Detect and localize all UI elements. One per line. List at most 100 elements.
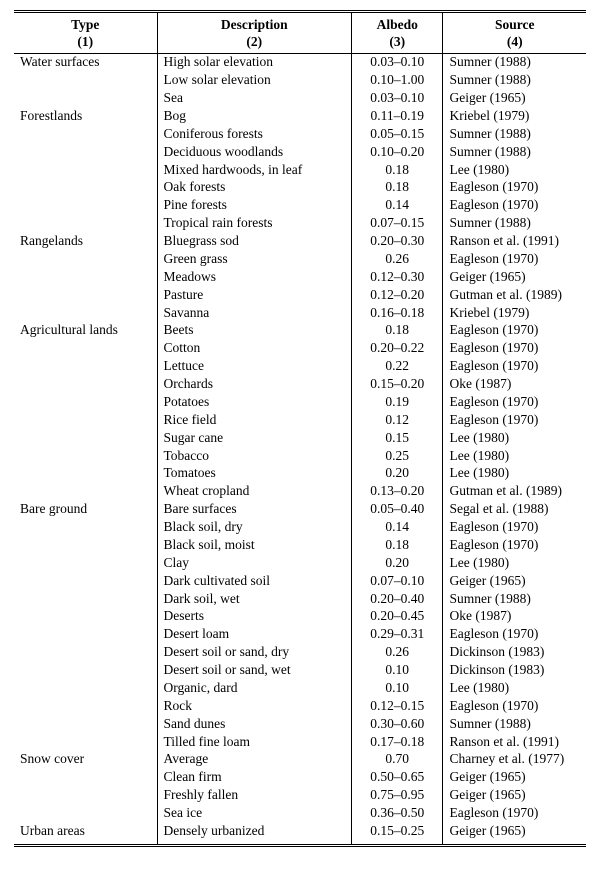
col-header-description: Description (2) [157, 12, 351, 54]
table-row: Cotton0.20–0.22Eagleson (1970) [14, 340, 586, 358]
cell-description: Clean firm [157, 769, 351, 787]
cell-albedo: 0.14 [351, 519, 443, 537]
cell-source: Oke (1987) [443, 376, 586, 394]
cell-type: Urban areas [14, 822, 157, 845]
cell-albedo: 0.25 [351, 447, 443, 465]
cell-source: Eagleson (1970) [443, 411, 586, 429]
table-row: Mixed hardwoods, in leaf0.18Lee (1980) [14, 161, 586, 179]
cell-albedo: 0.20–0.40 [351, 590, 443, 608]
cell-type [14, 358, 157, 376]
cell-type [14, 465, 157, 483]
cell-type [14, 161, 157, 179]
cell-description: Clay [157, 554, 351, 572]
col-header-albedo: Albedo (3) [351, 12, 443, 54]
table-row: Clean firm0.50–0.65Geiger (1965) [14, 769, 586, 787]
table-row: Urban areasDensely urbanized0.15–0.25Gei… [14, 822, 586, 845]
cell-type [14, 72, 157, 90]
table-header: Type (1) Description (2) Albedo (3) Sour… [14, 12, 586, 54]
cell-source: Eagleson (1970) [443, 322, 586, 340]
table-row: Pine forests0.14Eagleson (1970) [14, 197, 586, 215]
cell-albedo: 0.18 [351, 179, 443, 197]
cell-description: Meadows [157, 268, 351, 286]
cell-source: Eagleson (1970) [443, 805, 586, 823]
cell-source: Lee (1980) [443, 679, 586, 697]
cell-albedo: 0.18 [351, 161, 443, 179]
cell-type [14, 536, 157, 554]
table-row: Tropical rain forests0.07–0.15Sumner (19… [14, 215, 586, 233]
cell-type [14, 554, 157, 572]
cell-description: Bluegrass sod [157, 233, 351, 251]
cell-type [14, 662, 157, 680]
cell-description: Dark cultivated soil [157, 572, 351, 590]
table-row: Sand dunes0.30–0.60Sumner (1988) [14, 715, 586, 733]
cell-description: Sea [157, 90, 351, 108]
cell-source: Charney et al. (1977) [443, 751, 586, 769]
cell-type [14, 787, 157, 805]
table-row: Rock0.12–0.15Eagleson (1970) [14, 697, 586, 715]
table-row: Desert soil or sand, dry0.26Dickinson (1… [14, 644, 586, 662]
cell-source: Geiger (1965) [443, 769, 586, 787]
cell-description: Wheat cropland [157, 483, 351, 501]
cell-type [14, 769, 157, 787]
cell-description: Average [157, 751, 351, 769]
table-row: Oak forests0.18Eagleson (1970) [14, 179, 586, 197]
cell-description: Desert soil or sand, dry [157, 644, 351, 662]
cell-description: Dark soil, wet [157, 590, 351, 608]
table-row: Organic, dard0.10Lee (1980) [14, 679, 586, 697]
cell-source: Kriebel (1979) [443, 107, 586, 125]
col-header-source: Source (4) [443, 12, 586, 54]
cell-description: Pasture [157, 286, 351, 304]
cell-source: Geiger (1965) [443, 822, 586, 845]
table-row: Desert loam0.29–0.31Eagleson (1970) [14, 626, 586, 644]
cell-description: Oak forests [157, 179, 351, 197]
cell-source: Lee (1980) [443, 447, 586, 465]
cell-type [14, 286, 157, 304]
table-row: Dark cultivated soil0.07–0.10Geiger (196… [14, 572, 586, 590]
cell-source: Kriebel (1979) [443, 304, 586, 322]
cell-source: Sumner (1988) [443, 72, 586, 90]
table-body: Water surfacesHigh solar elevation0.03–0… [14, 53, 586, 845]
cell-albedo: 0.10–0.20 [351, 143, 443, 161]
cell-source: Sumner (1988) [443, 125, 586, 143]
table-row: Savanna0.16–0.18Kriebel (1979) [14, 304, 586, 322]
cell-albedo: 0.10 [351, 679, 443, 697]
cell-albedo: 0.12–0.15 [351, 697, 443, 715]
cell-type [14, 393, 157, 411]
cell-description: Rice field [157, 411, 351, 429]
table-row: Low solar elevation0.10–1.00Sumner (1988… [14, 72, 586, 90]
cell-description: Pine forests [157, 197, 351, 215]
cell-type [14, 483, 157, 501]
cell-albedo: 0.20 [351, 554, 443, 572]
cell-source: Ranson et al. (1991) [443, 233, 586, 251]
cell-type: Water surfaces [14, 53, 157, 71]
cell-type [14, 715, 157, 733]
cell-source: Eagleson (1970) [443, 358, 586, 376]
table-row: Dark soil, wet0.20–0.40Sumner (1988) [14, 590, 586, 608]
cell-source: Geiger (1965) [443, 90, 586, 108]
cell-albedo: 0.07–0.10 [351, 572, 443, 590]
cell-description: Savanna [157, 304, 351, 322]
cell-albedo: 0.03–0.10 [351, 90, 443, 108]
cell-albedo: 0.19 [351, 393, 443, 411]
cell-type [14, 608, 157, 626]
col-header-sublabel: (1) [20, 34, 151, 51]
table-row: Coniferous forests0.05–0.15Sumner (1988) [14, 125, 586, 143]
table-row: Black soil, moist0.18Eagleson (1970) [14, 536, 586, 554]
table-row: Lettuce0.22Eagleson (1970) [14, 358, 586, 376]
cell-source: Sumner (1988) [443, 590, 586, 608]
cell-source: Lee (1980) [443, 161, 586, 179]
cell-description: Coniferous forests [157, 125, 351, 143]
cell-type [14, 125, 157, 143]
cell-type [14, 447, 157, 465]
col-header-label: Source [495, 17, 535, 32]
cell-albedo: 0.75–0.95 [351, 787, 443, 805]
cell-albedo: 0.05–0.40 [351, 501, 443, 519]
cell-source: Ranson et al. (1991) [443, 733, 586, 751]
cell-description: Black soil, dry [157, 519, 351, 537]
cell-type [14, 197, 157, 215]
cell-albedo: 0.16–0.18 [351, 304, 443, 322]
cell-source: Eagleson (1970) [443, 179, 586, 197]
cell-source: Segal et al. (1988) [443, 501, 586, 519]
table-row: Bare groundBare surfaces0.05–0.40Segal e… [14, 501, 586, 519]
cell-source: Lee (1980) [443, 465, 586, 483]
